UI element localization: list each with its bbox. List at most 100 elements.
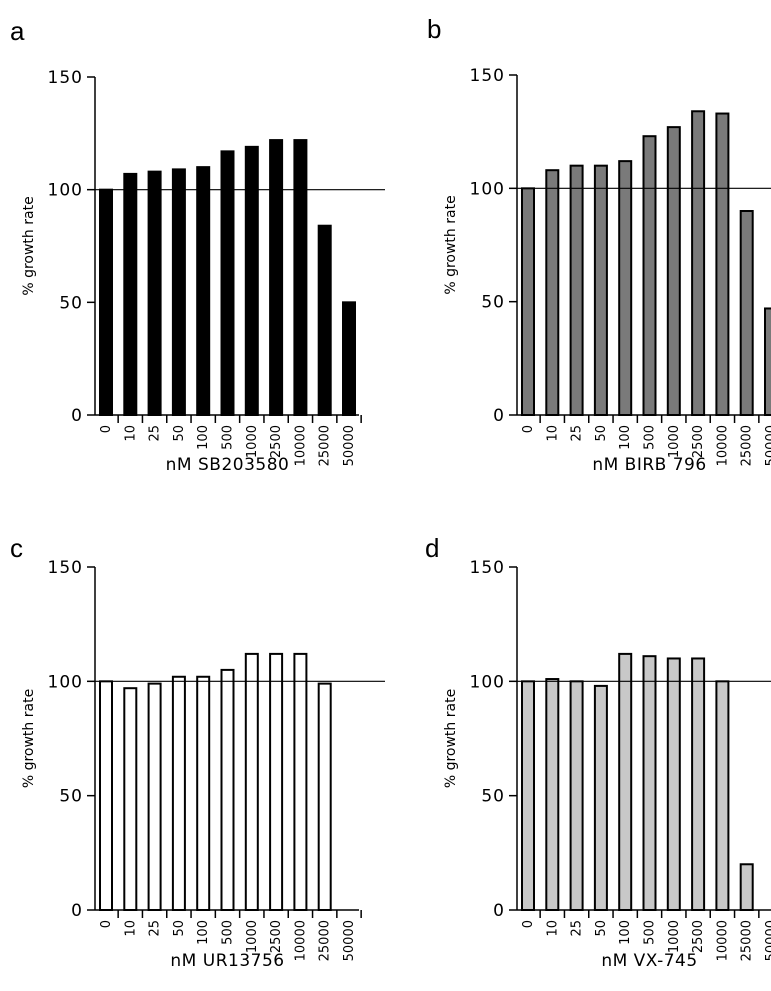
y-tick-label: 50 bbox=[59, 293, 83, 313]
bar bbox=[618, 652, 633, 911]
x-tick-label: 25000 bbox=[318, 920, 333, 961]
chart-svg: c 0 50 100 150 % growth rate 0 10 25 50 100 500 1000… bbox=[10, 533, 385, 971]
y-tick-label: 0 bbox=[71, 406, 83, 426]
x-tick-label: 2500 bbox=[691, 425, 706, 458]
x-tick-label: 10 bbox=[545, 425, 560, 442]
x-axis-title: nM VX-745 bbox=[601, 951, 697, 971]
bar bbox=[196, 675, 211, 911]
x-tick-label: 500 bbox=[643, 425, 658, 450]
x-tick-label: 0 bbox=[521, 920, 536, 928]
y-tick-label: 150 bbox=[48, 558, 83, 578]
y-axis-title: % growth rate bbox=[443, 195, 459, 294]
bar bbox=[269, 139, 284, 417]
x-tick-label: 25000 bbox=[740, 425, 755, 466]
y-tick-label: 0 bbox=[71, 901, 83, 921]
panel-letter: d bbox=[425, 533, 439, 563]
x-tick-label: 25 bbox=[148, 425, 163, 442]
bar bbox=[244, 145, 259, 416]
bar bbox=[715, 112, 730, 417]
bar bbox=[691, 657, 706, 911]
y-tick-label: 0 bbox=[493, 901, 505, 921]
chart-svg: b 0 50 100 150 % growth rate 0 10 25 50 100 500 1000… bbox=[427, 14, 771, 475]
bar bbox=[123, 687, 138, 911]
x-tick-label: 10000 bbox=[293, 425, 308, 466]
x-tick-label: 1000 bbox=[245, 920, 260, 953]
x-tick-label: 25 bbox=[570, 425, 585, 442]
x-tick-label: 50000 bbox=[764, 425, 771, 466]
bar bbox=[739, 863, 754, 911]
bar bbox=[123, 172, 138, 416]
bar bbox=[171, 168, 186, 416]
chart-svg: d 0 50 100 150 % growth rate 0 10 25 50 100 500 1000… bbox=[425, 533, 771, 971]
bar bbox=[147, 170, 162, 416]
bar bbox=[269, 652, 284, 911]
y-tick-label: 100 bbox=[48, 672, 83, 692]
x-tick-label: 10 bbox=[123, 425, 138, 442]
bar bbox=[317, 682, 332, 911]
x-tick-label: 50000 bbox=[342, 425, 357, 466]
y-axis-title: % growth rate bbox=[21, 196, 37, 295]
x-tick-label: 0 bbox=[521, 425, 536, 433]
panel-a: a 0 50 100 150 % growth rate 0 10 25 50 100 500 1000… bbox=[0, 0, 385, 495]
bar bbox=[220, 150, 235, 417]
bar bbox=[569, 680, 584, 911]
x-tick-label: 100 bbox=[618, 920, 633, 945]
bar bbox=[171, 675, 186, 911]
bar bbox=[642, 135, 657, 416]
bar bbox=[99, 188, 113, 416]
x-tick-label: 25 bbox=[148, 920, 163, 937]
x-tick-label: 10 bbox=[123, 920, 138, 937]
bar bbox=[618, 160, 633, 416]
x-tick-label: 100 bbox=[196, 425, 211, 450]
x-tick-label: 10000 bbox=[293, 920, 308, 961]
panel-b: b 0 50 100 150 % growth rate 0 10 25 50 100 500 1000… bbox=[407, 0, 771, 495]
x-tick-label: 2500 bbox=[269, 920, 284, 953]
x-tick-label: 500 bbox=[221, 425, 236, 450]
x-tick-label: 50 bbox=[594, 920, 609, 937]
bar bbox=[293, 652, 308, 911]
bar bbox=[220, 668, 235, 911]
x-tick-label: 50 bbox=[172, 425, 187, 442]
panel-letter: b bbox=[427, 14, 441, 44]
y-tick-label: 100 bbox=[48, 181, 83, 201]
y-axis-title: % growth rate bbox=[21, 689, 37, 788]
x-tick-label: 1000 bbox=[667, 920, 682, 953]
bar bbox=[342, 301, 356, 417]
bar bbox=[147, 682, 162, 911]
x-tick-label: 10000 bbox=[715, 920, 730, 961]
x-tick-label: 1000 bbox=[667, 425, 682, 458]
panel-letter: a bbox=[10, 16, 25, 46]
panel-d: d 0 50 100 150 % growth rate 0 10 25 50 100 500 1000… bbox=[407, 495, 771, 991]
bar bbox=[196, 166, 211, 416]
x-tick-label: 10000 bbox=[715, 425, 730, 466]
x-tick-label: 25000 bbox=[318, 425, 333, 466]
y-tick-label: 50 bbox=[481, 787, 505, 807]
bar bbox=[317, 224, 332, 416]
x-tick-label: 50000 bbox=[764, 920, 771, 961]
bar bbox=[593, 164, 608, 416]
chart-svg: a 0 50 100 150 % growth rate 0 10 25 50 100 500 1000… bbox=[10, 16, 385, 475]
y-tick-label: 0 bbox=[493, 406, 505, 426]
bar bbox=[691, 110, 706, 417]
x-tick-label: 2500 bbox=[269, 425, 284, 458]
y-tick-label: 150 bbox=[470, 558, 505, 578]
x-tick-label: 1000 bbox=[245, 425, 260, 458]
x-tick-label: 50000 bbox=[342, 920, 357, 961]
x-axis-title: nM BIRB 796 bbox=[592, 455, 706, 475]
x-tick-label: 500 bbox=[643, 920, 658, 945]
x-tick-label: 500 bbox=[221, 920, 236, 945]
bar bbox=[545, 678, 560, 911]
bar bbox=[521, 680, 535, 911]
bar bbox=[521, 187, 535, 416]
bar bbox=[545, 169, 560, 416]
bar bbox=[715, 680, 730, 911]
bar bbox=[569, 164, 584, 416]
x-tick-label: 100 bbox=[618, 425, 633, 450]
bar bbox=[739, 210, 754, 416]
panel-letter: c bbox=[10, 533, 23, 563]
x-tick-label: 2500 bbox=[691, 920, 706, 953]
bar bbox=[244, 652, 259, 911]
x-tick-label: 25000 bbox=[740, 920, 755, 961]
x-tick-label: 10 bbox=[545, 920, 560, 937]
y-tick-label: 150 bbox=[48, 68, 83, 88]
